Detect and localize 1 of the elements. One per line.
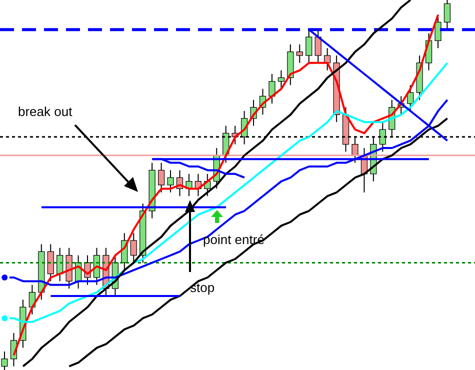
annotation: break out [18, 104, 72, 119]
